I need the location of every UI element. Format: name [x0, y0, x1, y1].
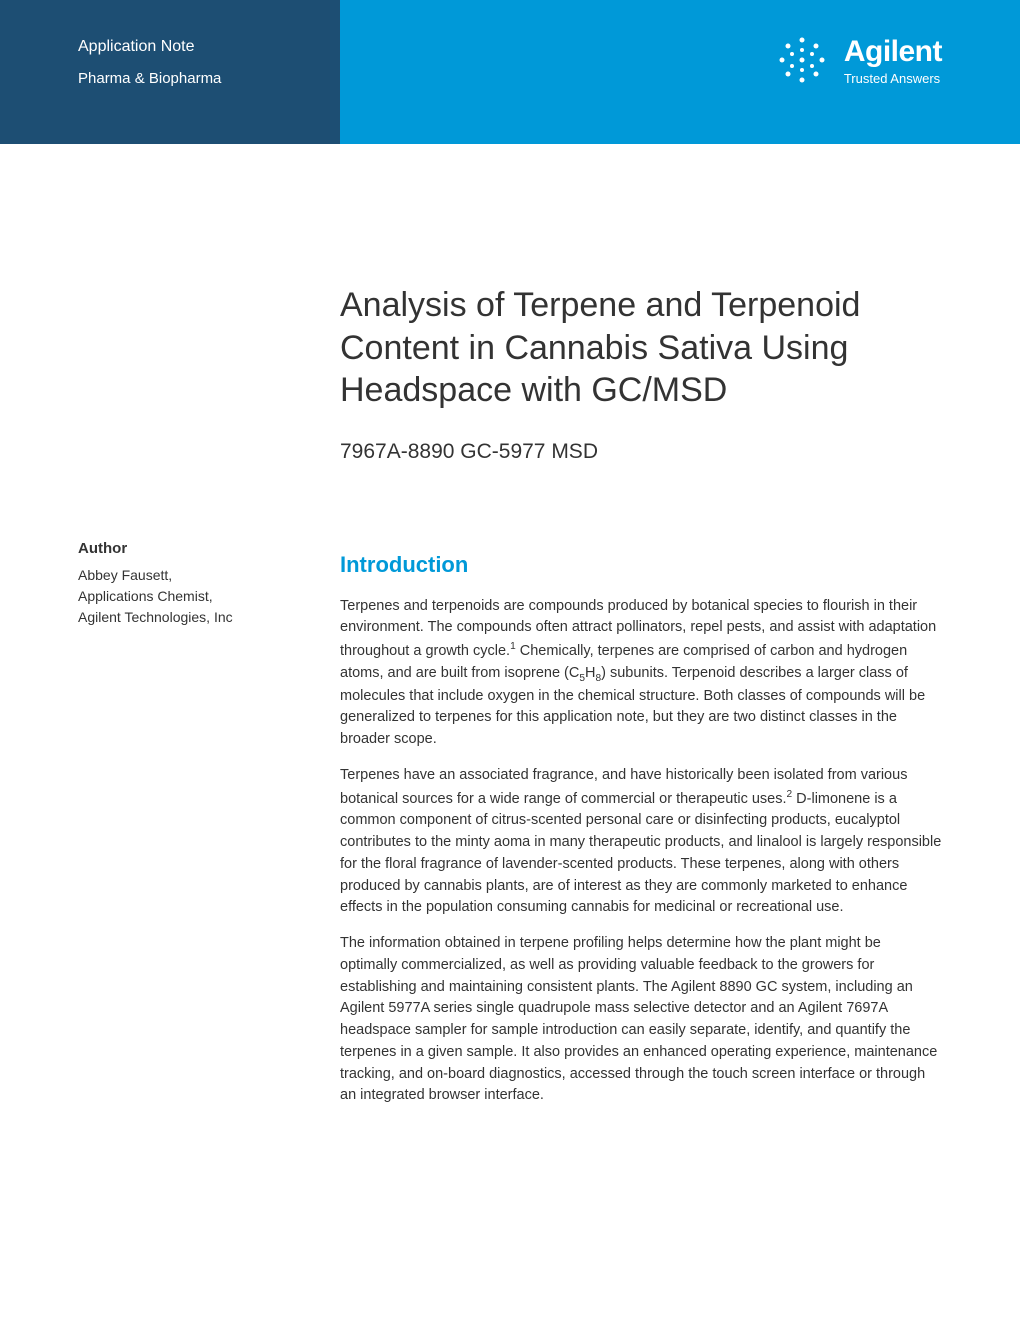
- intro-paragraph-1: Terpenes and terpenoids are compounds pr…: [340, 596, 942, 751]
- logo-company-name: Agilent: [844, 35, 942, 69]
- author-company: Agilent Technologies, Inc: [78, 607, 340, 628]
- author-section: Author Abbey Fausett, Applications Chemi…: [78, 540, 340, 628]
- author-heading: Author: [78, 540, 340, 557]
- category-label: Pharma & Biopharma: [78, 70, 340, 87]
- right-column: Analysis of Terpene and Terpenoid Conten…: [340, 284, 942, 1121]
- header-right-panel: Agilent Trusted Answers: [340, 0, 1020, 144]
- intro-paragraph-3: The information obtained in terpene prof…: [340, 933, 942, 1107]
- logo-tagline: Trusted Answers: [844, 71, 942, 86]
- logo: Agilent Trusted Answers: [772, 30, 942, 90]
- header-left-panel: Application Note Pharma & Biopharma: [0, 0, 340, 144]
- logo-spark-icon: [772, 30, 832, 90]
- page-header: Application Note Pharma & Biopharma: [0, 0, 1020, 144]
- introduction-heading: Introduction: [340, 552, 942, 578]
- author-role: Applications Chemist,: [78, 586, 340, 607]
- left-column: Author Abbey Fausett, Applications Chemi…: [78, 284, 340, 1121]
- document-title: Analysis of Terpene and Terpenoid Conten…: [340, 284, 942, 412]
- main-content: Author Abbey Fausett, Applications Chemi…: [0, 144, 1020, 1121]
- logo-text-block: Agilent Trusted Answers: [844, 35, 942, 86]
- intro-paragraph-2: Terpenes have an associated fragrance, a…: [340, 765, 942, 919]
- note-type-label: Application Note: [78, 38, 340, 56]
- author-name: Abbey Fausett,: [78, 565, 340, 586]
- document-subtitle: 7967A-8890 GC-5977 MSD: [340, 440, 942, 464]
